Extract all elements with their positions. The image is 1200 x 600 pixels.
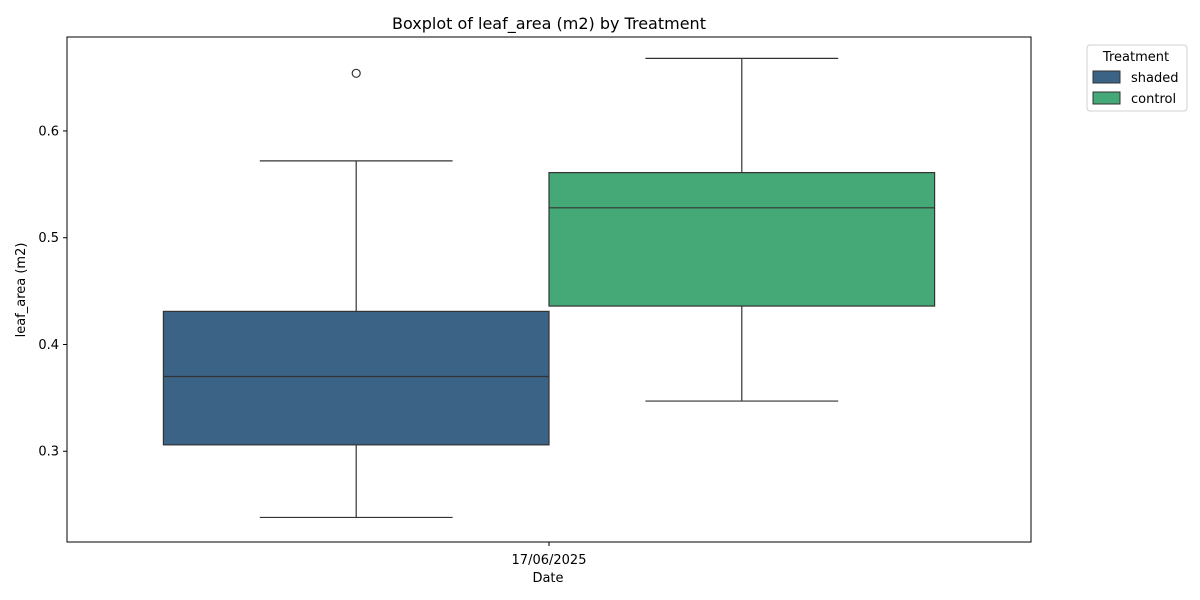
legend-label-shaded: shaded [1131, 71, 1178, 86]
legend-entries: shaded control [1092, 70, 1178, 107]
y-tick-label: 0.4 [38, 338, 59, 353]
x-axis-label: Date [532, 571, 563, 586]
plot-area [162, 57, 936, 519]
outlier-point [351, 68, 361, 78]
y-axis: 0.3 0.4 0.5 0.6 [38, 124, 67, 460]
iqr-box [548, 171, 936, 307]
legend-swatch-shaded [1092, 70, 1121, 84]
x-tick-label: 17/06/2025 [512, 553, 587, 568]
y-tick-label: 0.6 [38, 124, 59, 139]
legend-swatch-control [1092, 91, 1121, 105]
legend-label-control: control [1131, 92, 1176, 107]
iqr-box [162, 310, 550, 446]
box-control [548, 57, 936, 402]
legend-title: Treatment [1102, 50, 1169, 65]
y-axis-label: leaf_area (m2) [14, 243, 29, 338]
x-axis: 17/06/2025 [512, 542, 587, 568]
legend: Treatment shaded control [1086, 44, 1188, 112]
y-tick-label: 0.5 [38, 231, 59, 246]
box-shaded [162, 68, 550, 519]
chart-title: Boxplot of leaf_area (m2) by Treatment [392, 14, 706, 34]
y-tick-label: 0.3 [38, 445, 59, 460]
